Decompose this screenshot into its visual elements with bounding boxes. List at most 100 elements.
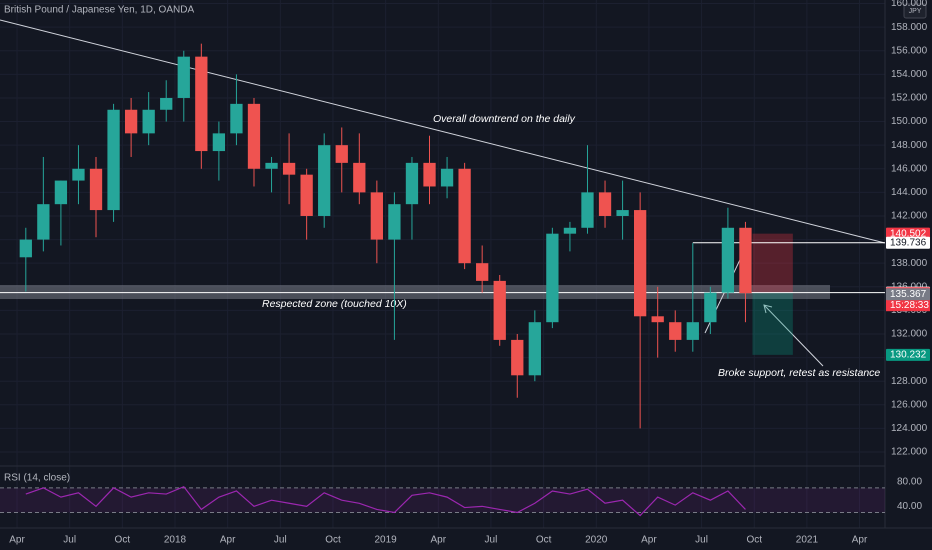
candle-body: [616, 210, 629, 216]
support-zone: [0, 285, 830, 299]
y-tick-label: 144.000: [891, 187, 928, 198]
x-tick-label: Oct: [746, 535, 762, 546]
y-tick-label: 126.000: [891, 399, 928, 410]
x-tick-label: 2021: [796, 535, 819, 546]
candle-body: [353, 162, 366, 193]
price-tag: [886, 348, 930, 361]
y-tick-label: 132.000: [891, 329, 928, 340]
rsi-tick-label: 40.00: [897, 501, 922, 512]
countdown: 15:28:33: [890, 300, 929, 311]
price-tag-label: 140.502: [890, 228, 927, 239]
candle-body: [107, 109, 120, 211]
candle-body: [335, 145, 348, 163]
x-tick-label: Apr: [852, 535, 868, 546]
price-tag-label: 135.367: [890, 289, 927, 300]
x-tick-label: Jul: [63, 535, 76, 546]
candle-body: [124, 109, 138, 134]
candle-body: [739, 227, 752, 294]
annotation: Respected zone (touched 10X): [262, 298, 407, 310]
y-tick-label: 150.000: [891, 116, 928, 127]
x-tick-label: Jul: [485, 535, 498, 546]
candle-body: [651, 316, 664, 323]
candle-body: [721, 227, 735, 293]
y-tick-label: 142.000: [891, 211, 928, 222]
candle-body: [37, 204, 50, 240]
y-tick-label: 160.000: [891, 0, 928, 9]
y-tick-label: 156.000: [891, 45, 928, 56]
rsi-band: [0, 487, 885, 513]
x-tick-label: Apr: [641, 535, 657, 546]
arrow: [763, 304, 824, 367]
candle-body: [423, 162, 436, 187]
candle-body: [160, 97, 173, 110]
rsi-line: [25, 485, 746, 517]
x-tick-label: Jul: [695, 535, 708, 546]
candle-body: [72, 168, 85, 181]
price-tag: [886, 288, 930, 301]
x-tick-label: 2020: [585, 535, 608, 546]
trendline: [0, 19, 886, 244]
candle-body: [440, 168, 454, 187]
currency-button[interactable]: [903, 3, 927, 19]
candle-body: [476, 263, 489, 281]
rsi-tick-label: 80.00: [897, 476, 922, 487]
y-tick-label: 128.000: [891, 376, 928, 387]
price-tag: [886, 236, 930, 249]
price-tag: [886, 227, 930, 240]
candle-body: [493, 280, 506, 340]
candle-body: [581, 192, 594, 228]
x-tick-label: Apr: [220, 535, 236, 546]
rsi-title: RSI (14, close): [4, 473, 70, 484]
y-tick-label: 122.000: [891, 447, 928, 458]
x-tick-label: 2019: [375, 535, 398, 546]
y-tick-label: 154.000: [891, 69, 928, 80]
candle-body: [370, 192, 383, 240]
stop-zone: [752, 233, 793, 293]
countdown-tag: [886, 299, 930, 312]
candle-body: [318, 145, 331, 216]
candle-body: [89, 168, 103, 211]
arrow-head: [763, 304, 773, 314]
x-tick-label: Oct: [536, 535, 552, 546]
candle-body: [458, 168, 471, 264]
x-tick-label: Oct: [325, 535, 341, 546]
candle-body: [54, 180, 68, 205]
annotation: Broke support, retest as resistance: [718, 367, 880, 379]
candle-body: [195, 56, 208, 152]
target-zone: [752, 292, 793, 355]
candle-body: [528, 322, 541, 376]
candle-body: [633, 210, 647, 317]
candle-body: [598, 192, 612, 216]
y-tick-label: 158.000: [891, 22, 928, 33]
currency-label[interactable]: JPY: [909, 8, 922, 15]
x-tick-label: 2018: [164, 535, 187, 546]
x-tick-label: Apr: [431, 535, 447, 546]
y-tick-label: 146.000: [891, 163, 928, 174]
candle-body: [282, 162, 296, 175]
candle-body: [177, 56, 190, 98]
candle-body: [247, 103, 261, 169]
x-tick-label: Jul: [274, 535, 287, 546]
price-tag-label: 130.232: [890, 350, 927, 361]
candle-body: [686, 322, 699, 340]
candle-body: [563, 227, 577, 234]
candle-body: [212, 133, 226, 152]
candle-body: [265, 162, 278, 169]
y-tick-label: 138.000: [891, 258, 928, 269]
y-tick-label: 152.000: [891, 93, 928, 104]
x-tick-label: Oct: [115, 535, 131, 546]
x-tick-label: Apr: [9, 535, 25, 546]
y-tick-label: 124.000: [891, 423, 928, 434]
y-tick-label: 148.000: [891, 140, 928, 151]
chart-title: British Pound / Japanese Yen, 1D, OANDA: [4, 5, 194, 16]
candle-body: [546, 233, 559, 323]
candle-body: [669, 322, 682, 340]
candle-body: [142, 109, 155, 134]
price-tag-label: 139.736: [890, 237, 927, 248]
candle-body: [405, 162, 419, 205]
candle-body: [704, 292, 717, 323]
candle-body: [511, 339, 524, 376]
candle-body: [388, 204, 401, 240]
